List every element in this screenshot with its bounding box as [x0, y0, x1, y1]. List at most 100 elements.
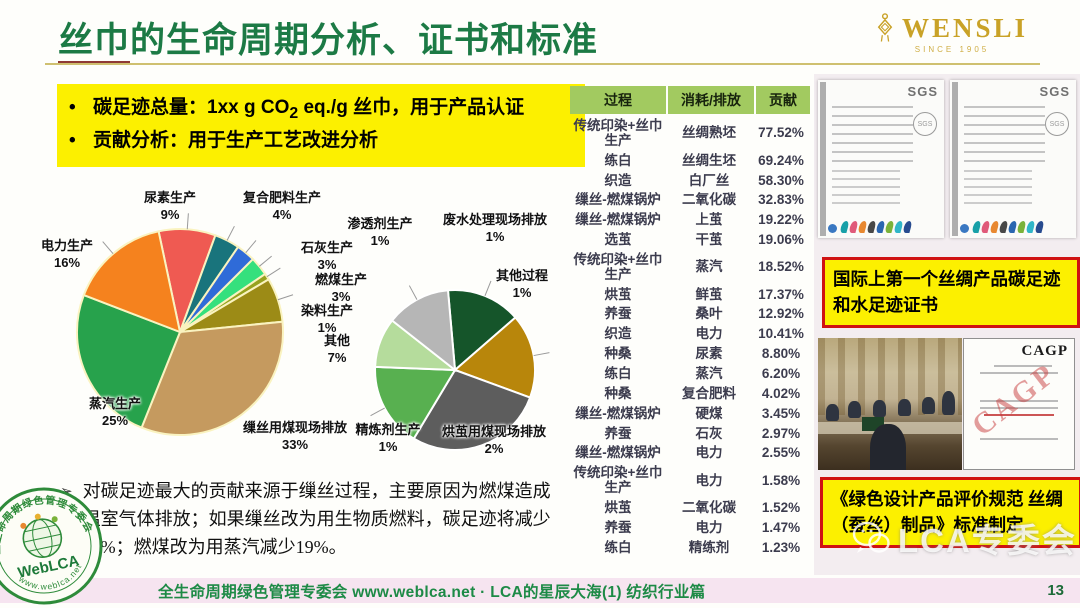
bullet-1-label: 碳足迹总量：	[93, 97, 208, 118]
sgs-certificate: SGS SGS	[818, 80, 944, 238]
pie-label-value: 25%	[101, 412, 129, 428]
pie-label-name: 烘茧用煤现场排放	[441, 424, 546, 439]
pie-label: 燃煤生产 3%	[296, 272, 386, 306]
pie-label-name: 其他过程	[495, 268, 548, 283]
pie-leader-line	[186, 213, 189, 230]
pie-label-value: 3%	[331, 288, 351, 304]
pie-label: 石灰生产 3%	[282, 240, 372, 274]
accreditation-mark-icon	[998, 221, 1009, 233]
cell-consumption: 蒸汽	[695, 259, 723, 275]
cell-process: 选茧	[604, 232, 632, 248]
pie-label-value: 1%	[485, 228, 505, 244]
table-row: 传统印染+丝巾生产 电力 1.58%	[570, 465, 810, 496]
cell-contribution: 6.20%	[761, 365, 801, 381]
table-row: 练白 精练剂 1.23%	[570, 539, 810, 556]
cagp-standard-document: CAGP CAGP	[963, 338, 1075, 470]
pie-label: 精炼剂生产 1%	[342, 422, 434, 456]
pie-leader-line	[102, 241, 114, 255]
cell-contribution: 17.37%	[758, 286, 804, 302]
pie-label-name: 尿素生产	[143, 190, 196, 205]
cert-logo-row	[960, 221, 1071, 233]
pie-slice	[390, 289, 457, 373]
table-row: 传统印染+丝巾生产 蒸汽 18.52%	[570, 251, 810, 283]
accreditation-mark-icon	[1007, 221, 1018, 233]
person-silhouette	[870, 424, 906, 470]
pie-label-name: 渗透剂生产	[347, 216, 413, 231]
cell-contribution: 58.30%	[758, 172, 804, 188]
cell-consumption: 干茧	[695, 232, 723, 248]
pie-leader-line	[259, 255, 272, 267]
cell-process: 缫丝-燃煤锅炉	[575, 405, 661, 421]
wensli-logo-row: WENSLI	[862, 12, 1042, 44]
certificate-caption-box: 国际上第一个丝绸产品碳足迹和水足迹证书	[822, 257, 1080, 328]
pie-label: 染料生产 1%	[282, 303, 372, 337]
analysis-note-text: 对碳足迹最大的贡献来源于缫丝过程，主要原因为燃煤造成温室气体排放；如果缫丝改为用…	[82, 481, 551, 557]
person-silhouette	[922, 397, 935, 415]
page-title: 丝巾的生命周期分析、证书和标准	[58, 12, 599, 65]
pie-label: 烘茧用煤现场排放 2%	[425, 424, 563, 458]
cell-consumption: 蒸汽	[695, 365, 723, 381]
pie-label: 废水处理现场排放 1%	[425, 212, 565, 246]
pie-label: 尿素生产 9%	[124, 190, 216, 224]
doc-text-line	[980, 372, 1058, 374]
pie-label-name: 精炼剂生产	[355, 422, 421, 437]
pie-label-name: 其他	[323, 333, 350, 348]
accreditation-mark-icon	[866, 221, 877, 233]
pie-leader-line	[533, 352, 550, 357]
cell-consumption: 石灰	[695, 425, 723, 441]
accreditation-mark-icon	[857, 221, 868, 233]
cell-process: 烘茧	[604, 286, 632, 302]
pie-label-value: 7%	[327, 349, 347, 365]
cell-contribution: 12.92%	[758, 306, 804, 322]
pie-label-value: 16%	[53, 254, 81, 270]
person-silhouette	[873, 400, 886, 418]
bullet-1-co: 1xx g CO	[207, 97, 290, 118]
page-title-rest: 的生命周期分析、证书和标准	[130, 21, 599, 60]
cell-contribution: 18.52%	[758, 259, 804, 275]
table-row: 织造 电力 10.41%	[570, 326, 810, 342]
pie-label: 渗透剂生产 1%	[332, 216, 428, 250]
cell-contribution: 77.52%	[758, 125, 804, 141]
cell-process: 养蚕	[604, 425, 632, 441]
accreditation-mark-icon	[971, 221, 982, 233]
pie-label-value: 1%	[378, 438, 398, 454]
table-row: 缫丝-燃煤锅炉 二氧化碳 32.83%	[570, 193, 810, 208]
cell-process: 织造	[604, 326, 632, 342]
certificate-text-lines	[964, 170, 1032, 208]
pie-charts-area: 尿素生产 9% 复合肥料生产 4% 石灰生产 3% 燃煤生产 3% 染料生产 1% 其他 7…	[20, 190, 568, 478]
wensli-logo: WENSLI SINCE 1905	[862, 12, 1042, 54]
doc-text-line	[980, 400, 1058, 402]
cell-consumption: 复合肥料	[682, 385, 736, 401]
pie-label: 复合肥料生产 4%	[222, 190, 342, 224]
table-row: 练白 丝绸生坯 69.24%	[570, 152, 810, 169]
bullet-2-label: 贡献分析：	[93, 130, 189, 152]
cell-contribution: 2.55%	[761, 445, 801, 461]
cell-contribution: 1.58%	[761, 472, 801, 488]
cell-process: 练白	[604, 152, 632, 168]
cell-process: 养蚕	[604, 519, 632, 535]
pie-label-value: 1%	[370, 232, 390, 248]
pie-label-value: 1%	[512, 284, 532, 300]
pie-label: 电力生产 16%	[22, 238, 112, 272]
table-row: 缫丝-燃煤锅炉 硬煤 3.45%	[570, 405, 810, 422]
cell-contribution: 2.97%	[761, 425, 801, 441]
cell-process: 传统印染+丝巾生产	[573, 251, 663, 282]
cell-consumption: 丝绸生坯	[682, 152, 736, 168]
cell-process: 练白	[604, 539, 632, 555]
wechat-icon	[852, 521, 890, 553]
table-row: 养蚕 电力 1.47%	[570, 519, 810, 536]
pie-slice	[412, 368, 532, 452]
sgs-logo: SGS	[907, 84, 938, 99]
table-header-process: 过程	[570, 86, 666, 114]
bullet-marker: •	[69, 130, 76, 152]
cell-process: 练白	[604, 365, 632, 381]
bullet-1-sub: 2	[289, 104, 299, 122]
cell-consumption: 电力	[695, 326, 723, 342]
sgs-stamp-icon: SGS	[913, 112, 937, 136]
certificates-group: SGS SGS SGS SGS	[818, 80, 1076, 238]
pie-label: 其他 7%	[302, 333, 372, 367]
pie-label-value: 1%	[317, 319, 337, 335]
analysis-note: ➢ 对碳足迹最大的贡献来源于缫丝过程，主要原因为燃煤造成温室气体排放；如果缫丝改…	[60, 478, 562, 562]
pie-label: 蒸汽生产 25%	[65, 396, 165, 430]
